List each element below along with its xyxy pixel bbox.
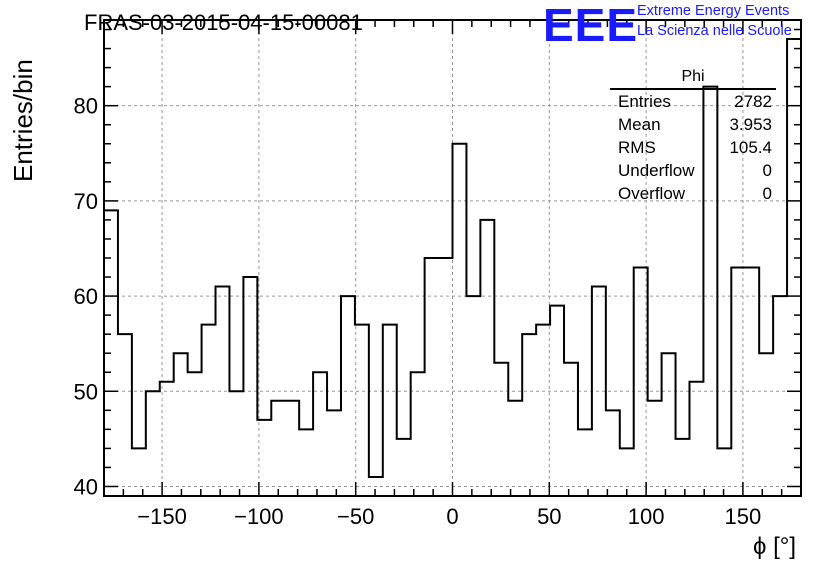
eee-logo: EEE <box>543 0 639 51</box>
histogram-bin <box>731 268 745 496</box>
histogram-bin <box>271 401 285 496</box>
histogram-bin <box>202 325 216 496</box>
histogram-bin <box>355 325 369 496</box>
stats-label: Entries <box>618 92 671 111</box>
stats-value: 0 <box>762 161 772 180</box>
histogram-bin <box>480 220 494 496</box>
y-tick-label: 70 <box>74 189 98 214</box>
histogram-bin <box>508 401 522 496</box>
stats-value: 2782 <box>734 92 772 111</box>
histogram-outline <box>104 38 801 478</box>
stats-row-underflow: Underflow 0 <box>610 159 776 182</box>
y-tick-label: 50 <box>74 379 98 404</box>
histogram-bin <box>606 410 620 496</box>
histogram-bin <box>383 325 397 496</box>
histogram-bin <box>118 334 132 496</box>
histogram-bin <box>285 401 299 496</box>
stats-row-mean: Mean 3.953 <box>610 113 776 136</box>
histogram-bin <box>494 363 508 496</box>
histogram-bin <box>759 353 773 496</box>
histogram-bin <box>453 144 467 496</box>
logo-line-2: La Scienza nelle Scuole <box>637 23 792 39</box>
stats-title: Phi <box>610 68 776 90</box>
histogram-bin <box>522 334 536 496</box>
histogram-bin <box>327 410 341 496</box>
histogram-bin <box>676 439 690 496</box>
logo-line-1: Extreme Energy Events <box>637 3 790 19</box>
histogram-bin <box>439 258 453 496</box>
histogram-bin <box>160 382 174 496</box>
histogram-bin <box>536 325 550 496</box>
y-tick-label: 40 <box>74 474 98 499</box>
histogram-bin <box>229 391 243 496</box>
x-tick-label: 50 <box>537 504 561 529</box>
histogram-bin <box>648 401 662 496</box>
histogram-bin <box>188 372 202 496</box>
histogram-bin <box>425 258 439 496</box>
histogram-bin <box>620 448 634 496</box>
stats-row-overflow: Overflow 0 <box>610 182 776 205</box>
histogram-bin <box>578 429 592 496</box>
histogram-bin <box>592 287 606 496</box>
histogram-bin <box>369 477 383 496</box>
axis-ticks <box>104 20 801 496</box>
histogram-bin <box>299 429 313 496</box>
histogram-bin <box>174 353 188 496</box>
x-tick-label: −100 <box>234 504 284 529</box>
x-tick-label: 150 <box>725 504 762 529</box>
stats-value: 105.4 <box>729 138 772 157</box>
tick-labels: −150 −100 −50 0 50 100 150 40 50 60 70 80 <box>74 94 762 529</box>
histogram-bin <box>662 353 676 496</box>
histogram-bin <box>216 287 230 496</box>
stats-label: RMS <box>618 138 656 157</box>
histogram-bin <box>466 296 480 496</box>
x-tick-label: −50 <box>337 504 374 529</box>
histogram-bin <box>313 372 327 496</box>
histogram-bin <box>787 39 801 496</box>
histogram-bin <box>397 439 411 496</box>
x-tick-label: 0 <box>446 504 458 529</box>
stats-label: Underflow <box>618 161 695 180</box>
histogram-bin <box>132 448 146 496</box>
x-axis-label: ϕ [°] <box>753 533 797 560</box>
x-tick-label: −150 <box>137 504 187 529</box>
histogram-bin <box>341 296 355 496</box>
stats-value: 3.953 <box>729 115 772 134</box>
histogram-bin <box>745 268 759 496</box>
histogram-bin <box>773 296 787 496</box>
histogram-bin <box>717 448 731 496</box>
stats-row-rms: RMS 105.4 <box>610 136 776 159</box>
histogram-bin <box>564 363 578 496</box>
stats-value: 0 <box>762 184 772 203</box>
y-axis-label: Entries/bin <box>8 59 38 182</box>
histogram-bin <box>550 306 564 496</box>
stats-label: Mean <box>618 115 661 134</box>
stats-box: Phi Entries 2782 Mean 3.953 RMS 105.4 Un… <box>610 68 776 205</box>
histogram-bin <box>243 277 257 496</box>
histogram-bin <box>146 391 160 496</box>
stats-row-entries: Entries 2782 <box>610 90 776 113</box>
y-tick-label: 60 <box>74 284 98 309</box>
y-tick-label: 80 <box>74 94 98 119</box>
x-tick-label: 100 <box>628 504 665 529</box>
histogram-bin <box>689 382 703 496</box>
histogram-series <box>104 38 801 496</box>
chart-title: FRAS-03-2015-04-15-00081 <box>84 10 363 35</box>
histogram-bin <box>411 372 425 496</box>
stats-label: Overflow <box>618 184 686 203</box>
histogram-bin <box>634 268 648 496</box>
